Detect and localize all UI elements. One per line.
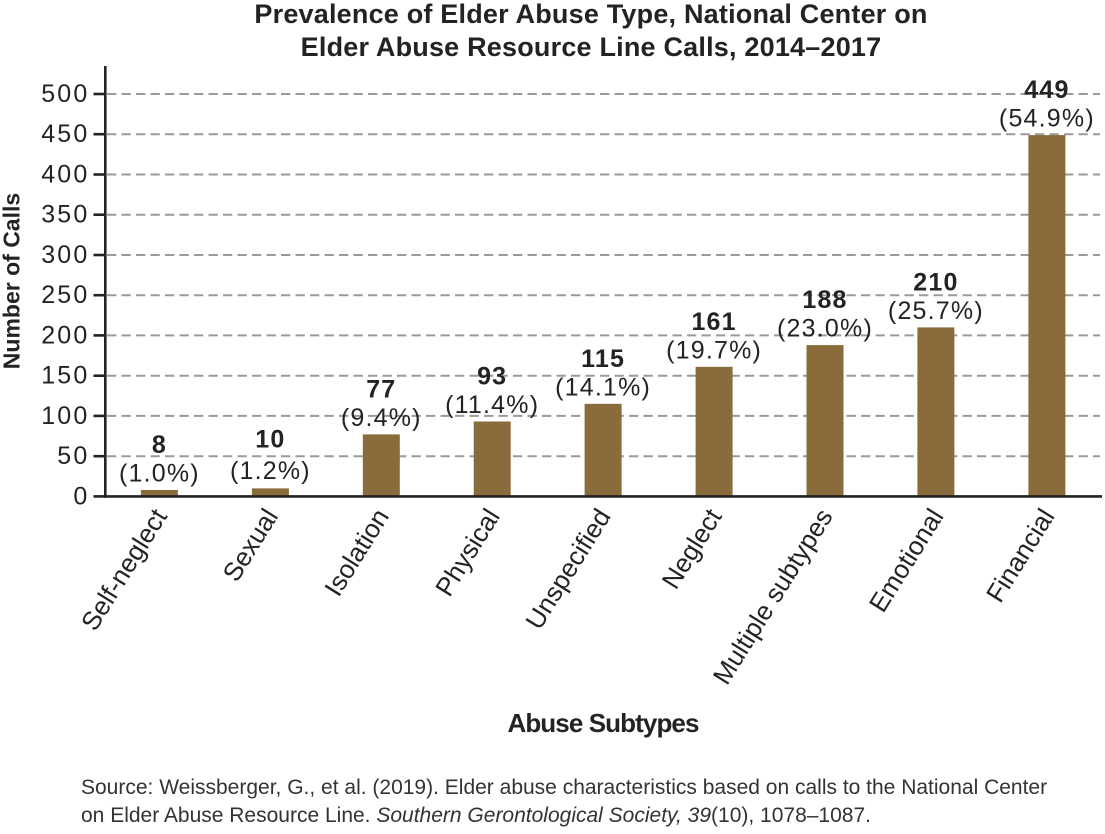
svg-text:150: 150 bbox=[41, 362, 89, 390]
svg-text:(54.9%): (54.9%) bbox=[999, 105, 1095, 133]
svg-text:350: 350 bbox=[41, 201, 89, 229]
svg-text:161: 161 bbox=[691, 308, 736, 336]
svg-text:450: 450 bbox=[41, 120, 89, 148]
svg-text:400: 400 bbox=[41, 161, 89, 189]
svg-text:(1.2%): (1.2%) bbox=[230, 457, 311, 485]
svg-text:(9.4%): (9.4%) bbox=[341, 404, 422, 432]
svg-text:449: 449 bbox=[1024, 76, 1069, 104]
svg-text:500: 500 bbox=[41, 80, 89, 108]
svg-text:Prevalence of Elder Abuse Type: Prevalence of Elder Abuse Type, National… bbox=[254, 0, 927, 29]
svg-text:200: 200 bbox=[41, 321, 89, 349]
svg-text:(14.1%): (14.1%) bbox=[555, 373, 651, 401]
svg-text:100: 100 bbox=[41, 402, 89, 430]
svg-text:on Elder Abuse Resource Line.: on Elder Abuse Resource Line. Southern G… bbox=[81, 804, 871, 827]
svg-text:250: 250 bbox=[41, 281, 89, 309]
svg-text:(19.7%): (19.7%) bbox=[666, 336, 762, 364]
svg-text:93: 93 bbox=[477, 363, 507, 391]
svg-text:Elder Abuse Resource Line Call: Elder Abuse Resource Line Calls, 2014–20… bbox=[301, 32, 882, 62]
svg-text:188: 188 bbox=[802, 286, 847, 314]
svg-text:(25.7%): (25.7%) bbox=[888, 297, 984, 325]
svg-text:210: 210 bbox=[913, 268, 958, 296]
svg-text:10: 10 bbox=[255, 425, 285, 453]
svg-text:(1.0%): (1.0%) bbox=[119, 460, 200, 488]
svg-text:0: 0 bbox=[73, 482, 89, 510]
svg-text:(11.4%): (11.4%) bbox=[445, 391, 539, 419]
svg-text:300: 300 bbox=[41, 241, 89, 269]
svg-text:Source: Weissberger, G., et al: Source: Weissberger, G., et al. (2019). … bbox=[81, 776, 1047, 799]
svg-text:Number of Calls: Number of Calls bbox=[0, 193, 25, 369]
svg-text:115: 115 bbox=[581, 345, 625, 373]
svg-text:50: 50 bbox=[57, 442, 89, 470]
svg-text:Abuse Subtypes: Abuse Subtypes bbox=[507, 708, 699, 738]
svg-text:(23.0%): (23.0%) bbox=[777, 315, 873, 343]
svg-text:77: 77 bbox=[366, 375, 396, 403]
svg-text:8: 8 bbox=[152, 431, 167, 459]
